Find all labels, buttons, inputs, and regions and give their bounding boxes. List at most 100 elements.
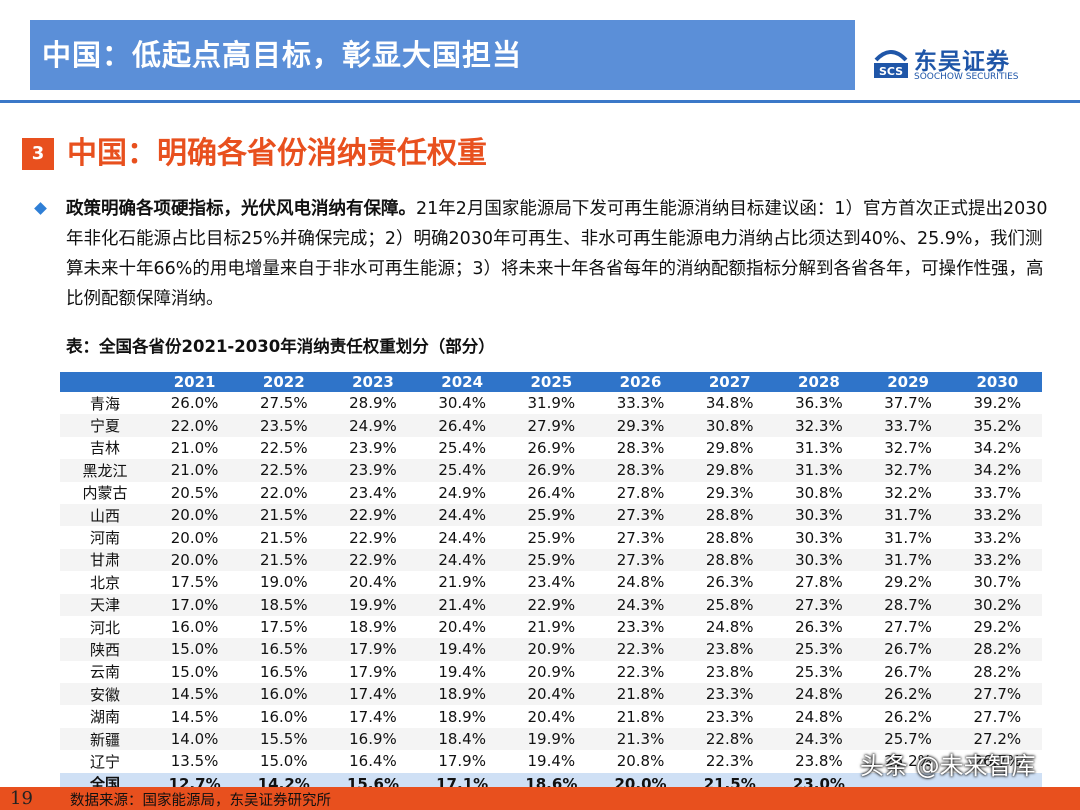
- quota-cell: 22.3%: [705, 752, 754, 771]
- province-cell: 青海: [89, 394, 120, 413]
- quota-cell: 24.3%: [774, 727, 864, 751]
- quota-cell: 24.9%: [438, 483, 486, 502]
- quota-cell: 24.8%: [616, 573, 665, 592]
- quota-cell: 30.8%: [795, 483, 843, 502]
- quota-cell: 27.8%: [795, 573, 843, 592]
- quota-cell: 16.0%: [259, 707, 308, 726]
- quota-cell: 16.4%: [349, 752, 397, 771]
- watermark: 头条 @未来智库: [860, 746, 1060, 786]
- table-row: 宁夏 22.0% 23.5% 24.9% 26.4% 27.9% 29.3% 30.8% 32.…: [60, 414, 1042, 437]
- quota-cell: 17.9%: [349, 662, 397, 681]
- quota-cell: 25.3%: [774, 638, 864, 661]
- quota-cell: 29.2%: [884, 573, 932, 592]
- table-row: 湖南 14.5% 16.0% 17.4% 18.9% 20.4% 21.8% 23.3% 24.…: [60, 705, 1042, 727]
- quota-cell: 20.0%: [150, 503, 240, 527]
- quota-cell: 15.0%: [170, 662, 219, 681]
- quota-cell: 21.5%: [259, 528, 308, 547]
- quota-cell: 20.9%: [506, 638, 596, 661]
- quota-cell: 20.4%: [527, 707, 576, 726]
- quota-cell: 25.7%: [863, 727, 953, 751]
- quota-cell: 28.8%: [685, 548, 775, 572]
- quota-cell: 25.9%: [527, 528, 576, 547]
- quota-cell: 29.3%: [705, 483, 754, 502]
- quota-cell: 19.9%: [506, 727, 596, 751]
- province-cell: 吉林: [89, 439, 120, 458]
- quota-cell: 23.4%: [527, 573, 576, 592]
- table-row: 云南 15.0% 16.5% 17.9% 19.4% 20.9% 22.3% 23.8% 25.…: [60, 661, 1042, 683]
- quota-cell: 22.3%: [595, 638, 686, 661]
- section-title: 中国：明确各省份消纳责任权重: [67, 136, 487, 171]
- quota-cell: 30.3%: [774, 548, 864, 572]
- quota-cell: 16.5%: [239, 638, 329, 661]
- quota-cell: 26.7%: [884, 662, 932, 681]
- quota-cell: 28.3%: [616, 438, 665, 457]
- quota-cell: 18.4%: [417, 727, 507, 751]
- year-header-cell: 2022: [239, 372, 329, 392]
- quota-cell: 25.4%: [417, 459, 507, 482]
- title-bar: 中国：低起点高目标，彰显大国担当: [30, 20, 855, 90]
- province-cell: 云南: [89, 663, 120, 682]
- quota-cell: 18.5%: [239, 593, 329, 616]
- quota-cell: 30.3%: [774, 503, 864, 527]
- table-row: 陕西 15.0% 16.5% 17.9% 19.4% 20.9% 22.3% 23.8% 25.…: [60, 638, 1042, 661]
- soochow-logo-icon: SCS: [874, 50, 908, 78]
- table-row: 河北 16.0% 17.5% 18.9% 20.4% 21.9% 23.3% 24.8% 26.…: [60, 616, 1042, 638]
- year-header-cell: 2029: [863, 372, 953, 392]
- quota-cell: 22.9%: [506, 593, 596, 616]
- quota-cell: 25.3%: [795, 662, 843, 681]
- province-cell: 内蒙古: [82, 484, 128, 503]
- quota-cell: 30.2%: [952, 593, 1042, 616]
- quota-cell: 19.9%: [328, 593, 418, 616]
- quota-cell: 26.9%: [527, 438, 576, 457]
- quota-cell: 25.8%: [685, 593, 775, 616]
- quota-cell: 21.0%: [170, 438, 219, 457]
- quota-cell: 26.4%: [417, 414, 507, 437]
- quota-cell: 26.3%: [795, 618, 843, 637]
- body-paragraph: 政策明确各项硬指标，光伏风电消纳有保障。21年2月国家能源局下发可再生能源消纳目…: [66, 194, 1056, 314]
- diamond-bullet-icon: [34, 202, 47, 215]
- data-source: 数据来源：国家能源局，东吴证券研究所: [70, 793, 331, 809]
- quota-cell: 16.9%: [328, 727, 418, 751]
- quota-cell: 14.0%: [150, 727, 240, 751]
- quota-cell: 27.2%: [952, 727, 1042, 751]
- quota-cell: 30.8%: [685, 414, 775, 437]
- quota-cell: 31.7%: [863, 548, 953, 572]
- table-row: 青海 26.0% 27.5% 28.9% 30.4% 31.9% 33.3% 34.8% 36.…: [60, 392, 1042, 414]
- quota-cell: 24.8%: [705, 618, 754, 637]
- quota-cell: 29.8%: [705, 438, 754, 457]
- year-header-cell: 2027: [685, 372, 775, 392]
- quota-cell: 19.4%: [438, 662, 486, 681]
- quota-cell: 22.9%: [328, 548, 418, 572]
- quota-cell: 18.9%: [349, 618, 397, 637]
- page-number: 19: [10, 788, 33, 809]
- table-row: 河南 20.0% 21.5% 22.9% 24.4% 25.9% 27.3% 28.8% 30.…: [60, 526, 1042, 548]
- quota-cell: 24.8%: [795, 707, 843, 726]
- quota-cell: 26.3%: [705, 573, 754, 592]
- quota-cell: 19.4%: [417, 638, 507, 661]
- quota-cell: 20.9%: [527, 662, 576, 681]
- quota-cell: 20.8%: [616, 752, 665, 771]
- table-row: 天津 17.0% 18.5% 19.9% 21.4% 22.9% 24.3% 25.8% 27.…: [60, 593, 1042, 616]
- quota-cell: 17.5%: [259, 618, 308, 637]
- quota-cell: 31.9%: [527, 394, 576, 413]
- quota-cell: 25.9%: [506, 548, 596, 572]
- table-row: 吉林 21.0% 22.5% 23.9% 25.4% 26.9% 28.3% 29.8% 31.…: [60, 437, 1042, 459]
- province-cell: 河北: [89, 618, 120, 637]
- quota-cell: 18.9%: [438, 707, 486, 726]
- table-row: 辽宁 13.5% 15.0% 16.4% 17.9% 19.4% 20.8% 22.3% 23.…: [60, 750, 1042, 772]
- quota-cell: 13.5%: [170, 752, 219, 771]
- quota-cell: 14.5%: [170, 707, 219, 726]
- province-cell: 甘肃: [60, 548, 150, 572]
- quota-cell: 26.7%: [973, 752, 1022, 771]
- quota-cell: 19.4%: [527, 752, 576, 771]
- quota-cell: 21.8%: [595, 683, 686, 706]
- quota-cell: 15.0%: [259, 752, 308, 771]
- quota-cell: 26.2%: [863, 683, 953, 706]
- quota-cell: 27.8%: [616, 483, 665, 502]
- quota-cell: 33.7%: [973, 483, 1022, 502]
- quota-cell: 27.9%: [506, 414, 596, 437]
- quota-cell: 27.3%: [595, 503, 686, 527]
- quota-cell: 28.9%: [349, 394, 397, 413]
- quota-cell: 27.7%: [952, 683, 1042, 706]
- quota-cell: 17.5%: [170, 573, 219, 592]
